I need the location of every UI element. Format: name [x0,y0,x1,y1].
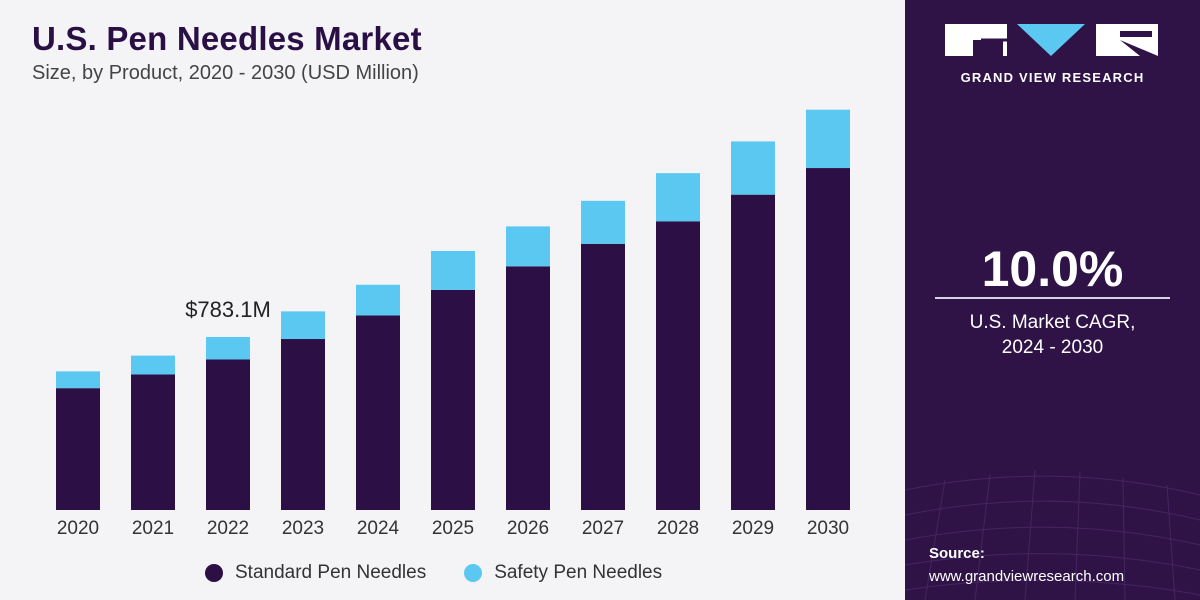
grand-view-research-logo [945,24,1158,56]
chart-panel: U.S. Pen Needles Market Size, by Product… [32,20,850,584]
x-tick-label-2020: 2020 [57,518,99,539]
bar-safety-2029 [731,141,775,195]
chart-title: U.S. Pen Needles Market [32,20,422,57]
cagr-label-line2: 2024 - 2030 [1001,337,1104,358]
bar-standard-2022 [206,359,250,510]
brand-name: GRAND VIEW RESEARCH [960,70,1145,85]
bar-standard-2025 [431,289,475,510]
x-tick-label-2029: 2029 [732,518,774,539]
bar-chart: 2020 2021 2022 $783.1M 2023 2024 2025 2026 2027 2… [56,109,850,539]
bar-safety-2020 [56,371,100,389]
legend-label-safety: Safety Pen Needles [494,562,663,583]
legend-swatch-standard [205,564,223,582]
bar-standard-2024 [356,315,400,510]
bar-standard-2028 [656,221,700,511]
chart-subtitle: Size, by Product, 2020 - 2030 (USD Milli… [32,62,419,84]
legend-swatch-safety [464,564,483,582]
x-tick-label-2030: 2030 [807,518,849,539]
bar-standard-2030 [806,168,850,511]
legend-item-safety: Safety Pen Needles [464,562,662,584]
bar-standard-2029 [731,194,775,510]
bar-safety-2025 [431,250,475,290]
chart-legend: Standard Pen Needles Safety Pen Needles [205,562,700,584]
bar-standard-2023 [281,339,325,510]
bar-safety-2021 [131,355,175,375]
source-url[interactable]: www.grandviewresearch.com [929,568,1125,585]
cagr-divider [935,297,1170,299]
cagr-label: U.S. Market CAGR, 2024 - 2030 [905,310,1200,360]
bar-standard-2026 [506,266,550,510]
source-label: Source: [929,545,985,562]
brand-sidebar: GRAND VIEW RESEARCH 10.0% U.S. Market CA… [905,0,1200,600]
bar-safety-2028 [656,173,700,222]
x-tick-label-2025: 2025 [432,518,474,539]
bar-safety-2024 [356,284,400,316]
x-tick-label-2023: 2023 [282,518,324,539]
cagr-value: 10.0% [981,241,1124,297]
data-label-2022: $783.1M [185,297,271,322]
grid-decoration [905,469,1200,600]
bar-safety-2022 [206,336,250,360]
bar-standard-2027 [581,243,625,511]
legend-item-standard: Standard Pen Needles [205,562,426,584]
x-tick-label-2027: 2027 [582,518,624,539]
legend-label-standard: Standard Pen Needles [235,562,427,583]
bar-safety-2027 [581,200,625,244]
bar-safety-2023 [281,311,325,340]
x-tick-label-2022: 2022 [207,518,249,539]
cagr-label-line1: U.S. Market CAGR, [969,312,1136,333]
x-tick-label-2026: 2026 [507,518,549,539]
bar-safety-2026 [506,226,550,267]
x-tick-label-2028: 2028 [657,518,699,539]
bar-standard-2020 [56,388,100,510]
x-tick-label-2021: 2021 [132,518,174,539]
bar-standard-2021 [131,374,175,510]
x-tick-label-2024: 2024 [357,518,400,539]
bar-safety-2030 [806,109,850,169]
